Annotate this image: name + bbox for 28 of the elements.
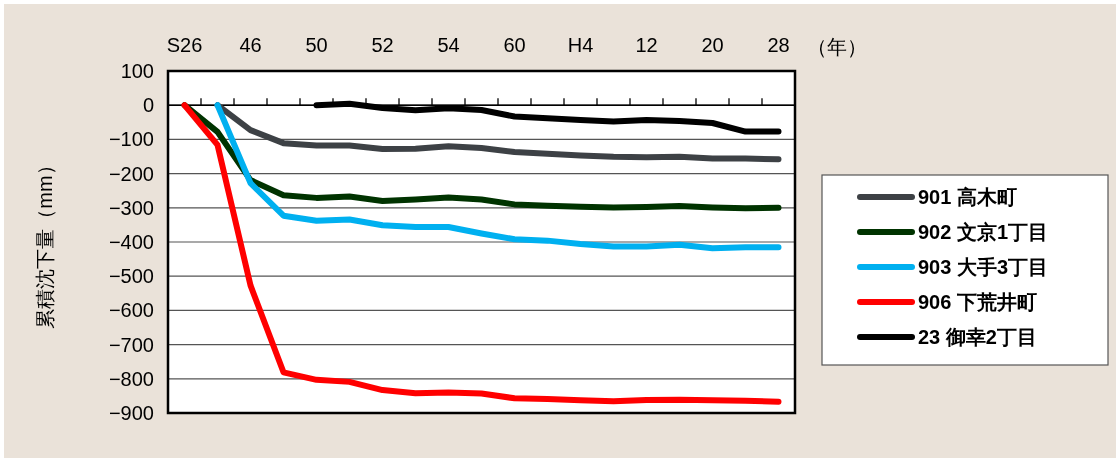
x-tick-label: 52 — [371, 34, 394, 56]
y-tick-label: −200 — [108, 162, 154, 185]
y-tick-label: −300 — [108, 196, 154, 219]
legend-label: 903 大手3丁目 — [918, 256, 1049, 278]
y-tick-label: −500 — [108, 265, 154, 288]
legend-label: 901 高木町 — [918, 186, 1017, 208]
x-tick-label: 12 — [635, 34, 658, 56]
y-tick-label: −600 — [108, 299, 154, 322]
y-tick-label: −800 — [108, 367, 154, 390]
x-tick-label: 50 — [305, 34, 328, 56]
y-tick-label: −400 — [108, 231, 154, 253]
y-tick-label: −100 — [108, 128, 154, 151]
x-tick-label: 28 — [767, 34, 790, 56]
x-tick-label: 54 — [437, 34, 460, 56]
x-tick-label: H4 — [567, 34, 594, 56]
legend-label: 902 文京1丁目 — [918, 221, 1049, 243]
y-tick-label: −700 — [108, 333, 154, 356]
y-tick-label: 100 — [120, 60, 154, 82]
x-tick-label: 60 — [503, 34, 526, 56]
y-axis-title: 累積沈下量（mm） — [34, 155, 56, 329]
y-tick-label: 0 — [142, 94, 154, 117]
x-tick-label: 20 — [701, 34, 724, 56]
legend-label: 23 御幸2丁目 — [918, 326, 1037, 348]
x-axis-title: （年） — [807, 36, 867, 58]
x-tick-label: S26 — [166, 34, 203, 56]
x-tick-label: 46 — [239, 34, 262, 56]
legend-label: 906 下荒井町 — [918, 291, 1037, 313]
y-tick-label: −900 — [108, 402, 154, 424]
